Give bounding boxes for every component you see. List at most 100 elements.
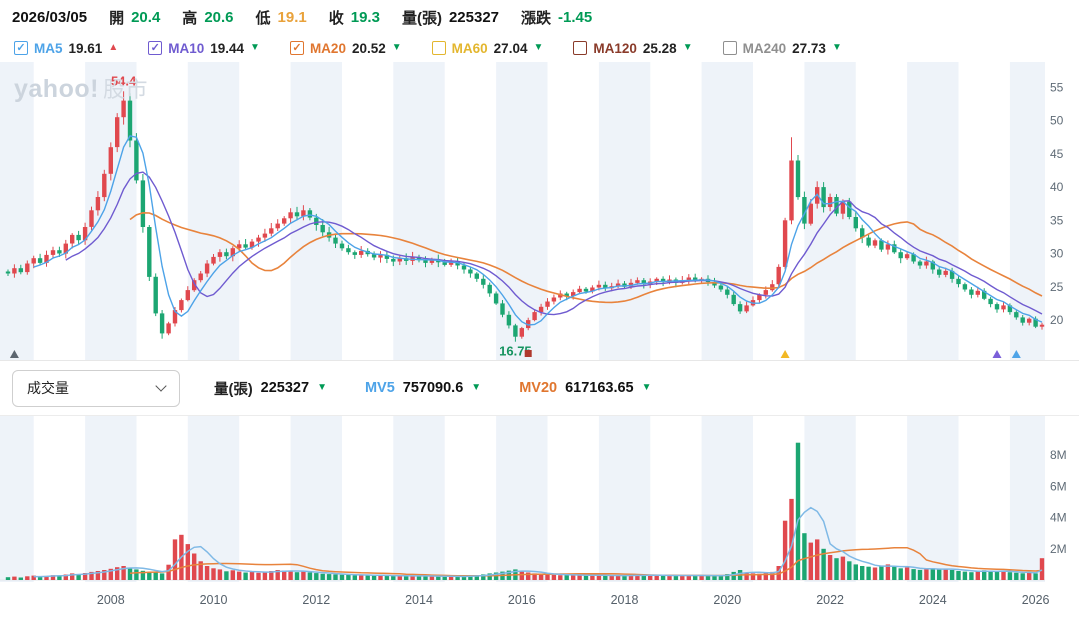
ma-toggle-ma10[interactable]: ✓ MA10 19.44 ▼ xyxy=(148,41,260,56)
event-marker-square xyxy=(524,350,532,357)
background-stripes xyxy=(0,62,1045,360)
ma-value: 19.61 xyxy=(68,40,103,56)
price-axis-label: 35 xyxy=(1050,213,1064,227)
price-chart-svg[interactable]: 20 25 30 35 40 45 50 55 54.4 16.75 xyxy=(0,62,1079,360)
x-axis-year-label: 2012 xyxy=(302,593,330,607)
x-axis-year-label: 2010 xyxy=(200,593,228,607)
trend-down-icon: ▼ xyxy=(391,42,402,53)
ma-label: MA20 xyxy=(309,40,346,56)
checkbox-checked-icon[interactable]: ✓ xyxy=(289,41,304,55)
ma-value: 27.04 xyxy=(493,40,528,56)
quote-field-label: 開 xyxy=(109,9,125,27)
checkbox-unchecked-icon[interactable] xyxy=(573,41,588,55)
event-marker-triangle xyxy=(992,350,1002,358)
price-axis-label: 55 xyxy=(1050,80,1064,94)
volume-indicator-values: 量(張) 225327 ▼ MV5 757090.6 ▼ MV20 617163.65 ▼ xyxy=(214,378,652,399)
volume-field-量(張): 量(張) 225327 ▼ xyxy=(214,378,327,399)
ma5-line xyxy=(33,135,1043,326)
checkbox-unchecked-icon[interactable] xyxy=(431,41,446,55)
ma-toggle-ma120[interactable]: MA120 25.28 ▼ xyxy=(573,40,693,56)
ma-value: 20.52 xyxy=(351,40,386,56)
volume-chart[interactable]: 2M 4M 6M 8M 2008 2010 2012 2014 2016 2018 2020 2022… xyxy=(0,416,1079,618)
trend-down-icon: ▼ xyxy=(682,42,693,53)
ma-label: MA10 xyxy=(168,40,205,56)
quote-field: 高 20.6 xyxy=(182,7,233,28)
ma-toggle-ma60[interactable]: MA60 27.04 ▼ xyxy=(431,40,544,56)
trend-down-icon: ▼ xyxy=(317,382,327,393)
x-axis-year-label: 2022 xyxy=(816,593,844,607)
quote-field: 開 20.4 xyxy=(109,7,160,28)
volume-axis-label: 4M xyxy=(1050,511,1067,525)
event-marker-triangle xyxy=(780,350,790,358)
x-axis-year-label: 2024 xyxy=(919,593,947,607)
ma-label: MA60 xyxy=(451,40,488,56)
checkbox-checked-icon[interactable]: ✓ xyxy=(14,41,28,55)
price-axis-label: 20 xyxy=(1050,313,1064,327)
volume-axis-label: 6M xyxy=(1050,479,1067,493)
price-chart[interactable]: 20 25 30 35 40 45 50 55 54.4 16.75 yahoo! 股市 xyxy=(0,62,1079,360)
quote-field: 漲跌 -1.45 xyxy=(521,7,592,28)
x-axis-year-label: 2018 xyxy=(611,593,639,607)
trend-down-icon: ▼ xyxy=(250,42,260,53)
volume-axis-labels: 2M 4M 6M 8M xyxy=(1050,448,1067,556)
quote-field-value: 225327 xyxy=(448,8,500,26)
x-axis-year-label: 2016 xyxy=(508,593,536,607)
trend-down-icon: ▼ xyxy=(533,42,544,53)
trend-up-icon: ▲ xyxy=(108,42,119,53)
quote-field-label: 漲跌 xyxy=(521,9,552,27)
price-axis-label: 30 xyxy=(1050,247,1064,261)
price-axis-labels: 20 25 30 35 40 45 50 55 xyxy=(1050,80,1064,327)
volume-indicator-dropdown[interactable]: 成交量 xyxy=(12,369,180,407)
volume-field-value: 617163.65 xyxy=(565,380,634,396)
ma-value: 19.44 xyxy=(210,40,245,56)
quote-fields: 開 20.4 高 20.6 低 19.1 收 19.3 量(張) 225327 漲跌 -1.45 xyxy=(109,7,592,28)
ma-value: 25.28 xyxy=(642,40,677,56)
mv5-line xyxy=(33,506,1043,578)
volume-axis-label: 8M xyxy=(1050,448,1067,462)
event-marker-triangle xyxy=(1011,350,1021,358)
quote-field-value: 20.6 xyxy=(204,8,234,26)
volume-field-value: 225327 xyxy=(260,380,310,396)
quote-field-label: 低 xyxy=(255,9,271,27)
volume-field-label: 量(張) xyxy=(214,381,253,398)
quote-field-label: 收 xyxy=(328,9,344,27)
checkbox-unchecked-icon[interactable] xyxy=(722,41,737,55)
quote-field-value: 19.1 xyxy=(277,8,307,26)
quote-field: 收 19.3 xyxy=(329,7,380,28)
price-annotation: 16.75 xyxy=(499,344,532,359)
ma-toggle-ma5[interactable]: ✓ MA5 19.61 ▲ xyxy=(14,41,118,56)
volume-field-value: 757090.6 xyxy=(402,380,464,396)
quote-info-bar: 2026/03/05 開 20.4 高 20.6 低 19.1 收 19.3 量(張) 22532… xyxy=(0,0,1079,34)
volume-field-mv20: MV20 617163.65 ▼ xyxy=(519,380,651,396)
volume-axis-label: 2M xyxy=(1050,542,1067,556)
trend-down-icon: ▼ xyxy=(471,382,482,393)
volume-header: 成交量 量(張) 225327 ▼ MV5 757090.6 ▼ MV20 617163.65… xyxy=(0,360,1079,416)
quote-date: 2026/03/05 xyxy=(12,8,88,26)
quote-field: 低 19.1 xyxy=(256,7,307,28)
quote-field-value: -1.45 xyxy=(558,8,593,26)
checkbox-checked-icon[interactable]: ✓ xyxy=(148,41,163,55)
ma-toggle-ma20[interactable]: ✓ MA20 20.52 ▼ xyxy=(289,40,402,56)
quote-field-label: 量(張) xyxy=(401,9,442,27)
volume-field-label: MV5 xyxy=(364,380,395,396)
ma-label: MA5 xyxy=(34,40,63,56)
x-axis-labels: 2008 2010 2012 2014 2016 2018 2020 2022 2024 2026 xyxy=(97,593,1050,607)
ma-label: MA120 xyxy=(593,40,637,56)
price-axis-label: 50 xyxy=(1050,114,1064,128)
mv20-line xyxy=(129,546,1043,577)
ma10-line xyxy=(65,171,1043,316)
ma-value: 27.73 xyxy=(792,40,826,56)
x-axis-year-label: 2008 xyxy=(97,593,125,607)
x-axis-year-label: 2020 xyxy=(713,593,741,607)
volume-chart-svg[interactable]: 2M 4M 6M 8M 2008 2010 2012 2014 2016 2018 2020 2022… xyxy=(0,416,1079,618)
volume-field-label: MV20 xyxy=(519,380,558,396)
ma-toggle-ma240[interactable]: MA240 27.73 ▼ xyxy=(722,40,842,56)
price-axis-label: 25 xyxy=(1050,280,1064,294)
price-annotation: 54.4 xyxy=(111,73,137,88)
quote-field-value: 19.3 xyxy=(350,8,380,26)
event-markers xyxy=(9,350,1021,358)
trend-down-icon: ▼ xyxy=(641,382,652,393)
price-axis-label: 45 xyxy=(1050,147,1064,161)
volume-field-mv5: MV5 757090.6 ▼ xyxy=(365,380,481,396)
event-marker-triangle xyxy=(9,350,19,358)
